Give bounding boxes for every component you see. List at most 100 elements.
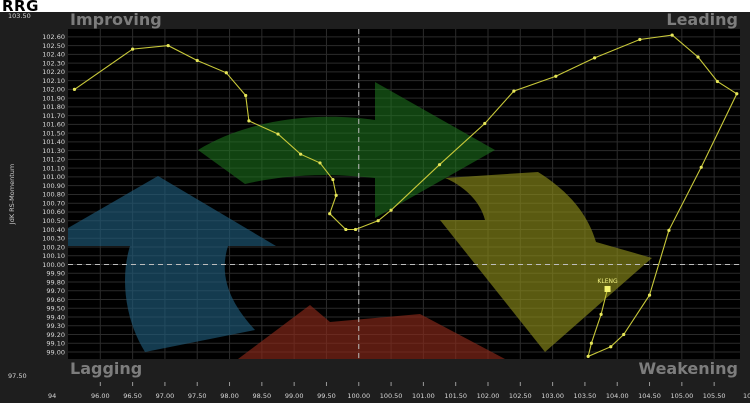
- series-point: [699, 165, 703, 169]
- y-tick-label: 100.60: [42, 208, 65, 216]
- y-tick-label: 101.60: [42, 121, 65, 129]
- y-tick-label: 101.50: [42, 129, 65, 137]
- y-tick-label: 99.30: [46, 322, 65, 330]
- x-tick-label: 104.50: [638, 392, 661, 400]
- x-tick-label: 100.50: [380, 392, 403, 400]
- series-point: [622, 332, 626, 337]
- center-crosshair: [68, 29, 740, 359]
- x-tick-label: 101.00: [412, 392, 435, 400]
- y-tick-label: 99.40: [46, 313, 65, 321]
- series-point: [715, 79, 719, 84]
- series-point: [593, 56, 597, 60]
- y-axis-label: JdK RS-Momentum: [8, 164, 16, 225]
- series-point: [512, 89, 516, 93]
- x-tick-label: 99.50: [317, 392, 336, 400]
- x-left-edge-label: 94: [48, 392, 56, 400]
- series-point: [667, 228, 671, 232]
- y-tick-label: 102.10: [42, 77, 65, 85]
- x-tick-label: 103.00: [541, 392, 564, 400]
- series-point: [735, 92, 739, 96]
- y-tick-label: 99.80: [46, 278, 65, 286]
- y-tick-label: 100.90: [42, 182, 65, 190]
- series-point: [328, 212, 332, 216]
- x-tick-label: 97.00: [156, 392, 175, 400]
- y-tick-label: 102.40: [42, 51, 65, 59]
- series-tail: KLENG: [72, 33, 739, 358]
- x-tick-label: 99.00: [285, 392, 304, 400]
- quadrant-leading: Leading: [666, 10, 738, 29]
- x-tick-label: 98.50: [253, 392, 272, 400]
- series-point: [72, 87, 77, 91]
- x-axis: 96.00 96.50 97.00 97.50 98.00 98.50 99.00 99.50…: [91, 382, 726, 400]
- x-tick-label: 96.50: [123, 392, 142, 400]
- series-point: [276, 132, 280, 136]
- quadrant-lagging: Lagging: [70, 359, 142, 378]
- series-line: [74, 34, 738, 358]
- series-point: [389, 208, 393, 212]
- x-tick-label: 98.00: [220, 392, 239, 400]
- y-top-edge-label: 103.50: [8, 12, 31, 20]
- series-point: [331, 177, 335, 182]
- y-tick-label: 99.70: [46, 287, 65, 295]
- series-label: KLENG: [597, 278, 618, 285]
- series-point: [244, 93, 248, 98]
- y-tick-label: 99.20: [46, 331, 65, 339]
- series-point: [696, 55, 700, 59]
- y-tick-label: 100.00: [42, 261, 65, 269]
- series-point: [376, 219, 380, 223]
- x-tick-label: 97.50: [188, 392, 207, 400]
- x-tick-label: 100.00: [347, 392, 370, 400]
- chart-title: RRG: [2, 0, 39, 15]
- y-tick-label: 102.00: [42, 86, 65, 94]
- weakening-down-arrow: [238, 305, 505, 359]
- y-tick-label: 101.40: [42, 138, 65, 146]
- y-tick-label: 100.70: [42, 199, 65, 207]
- y-tick-label: 100.10: [42, 252, 65, 260]
- series-point: [353, 227, 358, 232]
- y-tick-label: 102.50: [42, 42, 65, 50]
- y-tick-label: 100.80: [42, 191, 65, 199]
- y-tick-label: 99.50: [46, 305, 65, 313]
- quadrant-improving: Improving: [70, 10, 162, 29]
- quadrant-weakening: Weakening: [638, 359, 738, 378]
- series-head-point[interactable]: [604, 285, 611, 292]
- series-point: [299, 152, 303, 156]
- y-tick-label: 101.30: [42, 147, 65, 155]
- y-axis: 102.60102.50102.40102.30102.20102.10102.…: [42, 33, 65, 356]
- y-tick-label: 101.10: [42, 164, 65, 172]
- x-tick-label: 104.00: [606, 392, 629, 400]
- x-tick-label: 96.00: [91, 392, 110, 400]
- series-point: [599, 312, 603, 316]
- series-point: [586, 354, 590, 358]
- series-point: [195, 58, 199, 63]
- series-point: [344, 227, 348, 232]
- y-tick-label: 101.70: [42, 112, 65, 120]
- series-point: [166, 44, 170, 48]
- y-bottom-edge-label: 97.50: [8, 372, 27, 380]
- series-point: [554, 74, 558, 78]
- y-tick-label: 100.30: [42, 235, 65, 243]
- x-right-edge-label: 10: [743, 392, 750, 400]
- series-point: [224, 71, 228, 75]
- series-point: [318, 161, 322, 165]
- y-tick-label: 101.80: [42, 103, 65, 111]
- series-point: [609, 345, 613, 349]
- series-point: [247, 119, 251, 123]
- rotation-arrows: [68, 82, 652, 359]
- y-tick-label: 101.90: [42, 94, 65, 102]
- y-tick-label: 100.20: [42, 243, 65, 251]
- y-tick-label: 101.20: [42, 156, 65, 164]
- y-tick-label: 100.50: [42, 217, 65, 225]
- weakening-arrow: [440, 172, 652, 352]
- series-point: [334, 193, 338, 197]
- x-tick-label: 101.50: [444, 392, 467, 400]
- y-tick-label: 99.00: [46, 348, 65, 356]
- x-tick-label: 105.50: [703, 392, 726, 400]
- x-tick-label: 105.00: [670, 392, 693, 400]
- x-tick-label: 102.00: [477, 392, 500, 400]
- y-tick-label: 99.10: [46, 340, 65, 348]
- x-tick-label: 103.50: [574, 392, 597, 400]
- series-point: [483, 121, 487, 126]
- y-tick-label: 100.40: [42, 226, 65, 234]
